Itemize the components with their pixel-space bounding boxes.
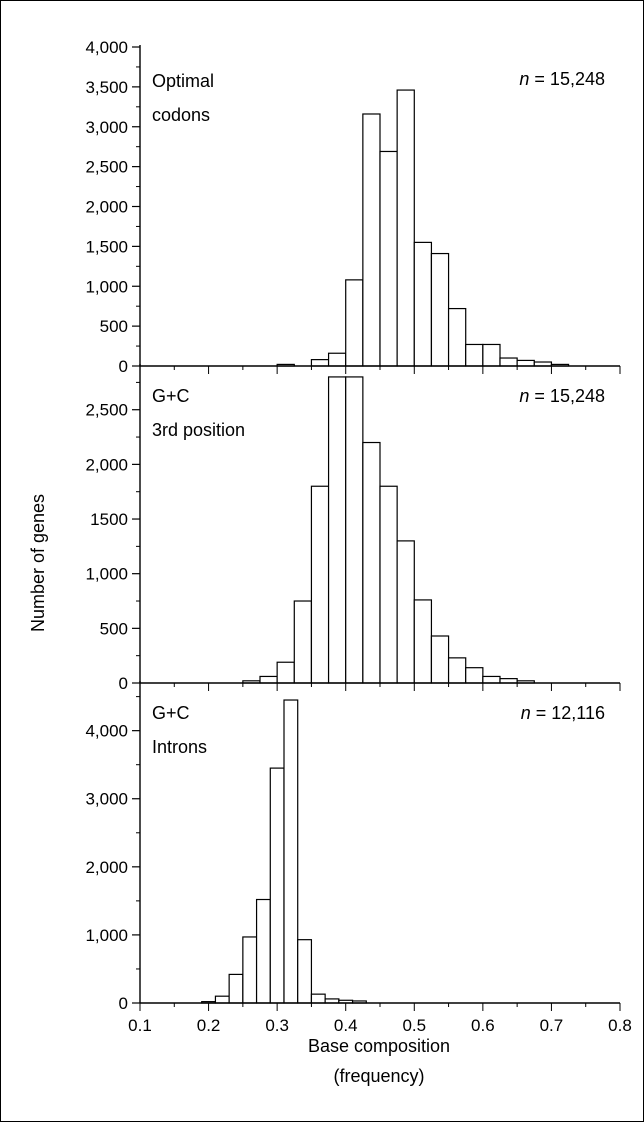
sample-size-annotation: n = 15,248 — [519, 386, 605, 406]
histogram-bar — [276, 661, 295, 684]
y-tick-label: 4,000 — [85, 38, 128, 57]
y-axis-title: Number of genes — [28, 494, 48, 632]
histogram-bar — [413, 599, 433, 684]
panel-label-line: G+C — [152, 386, 190, 406]
panel-label-line: Introns — [152, 737, 207, 757]
histogram-bar — [396, 89, 415, 367]
y-tick-label: 2,500 — [85, 158, 128, 177]
histogram-bar — [447, 657, 467, 684]
y-tick-label: 1,000 — [85, 565, 128, 584]
y-tick-label: 0 — [119, 674, 128, 693]
y-tick-label: 3,000 — [85, 790, 128, 809]
y-tick-label: 1,000 — [85, 926, 128, 945]
panel-label-line: G+C — [152, 703, 190, 723]
histogram-bar — [482, 675, 501, 684]
x-tick-label: 0.6 — [471, 1016, 495, 1035]
histogram-bar — [430, 635, 450, 684]
histogram-bar — [396, 540, 415, 684]
y-tick-label: 1,500 — [85, 237, 128, 256]
y-tick-label: 4,000 — [85, 722, 128, 741]
y-tick-label: 0 — [119, 994, 128, 1013]
chart-panel-3: 0 1,000 2,000 3,000 4,000 0.1 0.2 0.3 0.4 0.5 0.6 0… — [85, 681, 632, 1035]
y-tick-label: 1500 — [90, 510, 128, 529]
histogram-bar — [379, 150, 398, 367]
histogram-bar — [345, 376, 364, 684]
histogram-bar — [499, 357, 518, 367]
histogram-bar — [413, 241, 433, 367]
histogram-bar — [327, 352, 347, 367]
panel-label-line: 3rd position — [152, 420, 245, 440]
y-tick-label: 0 — [119, 357, 128, 376]
histogram-bar — [430, 252, 450, 367]
histogram-bar — [255, 898, 271, 1004]
x-tick-label: 0.4 — [334, 1016, 358, 1035]
histogram-bar — [297, 939, 313, 1004]
y-tick-label: 500 — [100, 619, 128, 638]
y-tick-label: 500 — [100, 317, 128, 336]
y-tick-label: 3,500 — [85, 78, 128, 97]
chart-panel-1: 0 500 1,000 1,500 2,000 2,500 3,000 3,500 4,000 O… — [85, 38, 621, 376]
histogram-bar — [293, 600, 313, 684]
x-tick-label: 0.2 — [197, 1016, 221, 1035]
x-axis-title: Base composition — [308, 1036, 450, 1056]
y-tick-label: 1,000 — [85, 277, 128, 296]
y-tick-label: 2,000 — [85, 858, 128, 877]
sample-size-annotation: n = 15,248 — [519, 69, 605, 89]
histogram-bar — [465, 667, 484, 684]
y-tick-label: 2,000 — [85, 455, 128, 474]
sample-size-annotation: n = 12,116 — [521, 703, 605, 723]
histogram-bar — [310, 485, 330, 684]
x-tick-label: 0.3 — [265, 1016, 289, 1035]
panel-label-line: Optimal — [152, 71, 214, 91]
x-tick-label: 0.8 — [608, 1016, 632, 1035]
histogram-bar — [242, 936, 258, 1004]
chart-panels: 0 500 1,000 1,500 2,000 2,500 3,000 3,500 4,000 O… — [85, 38, 631, 1035]
x-tick-label: 0.7 — [540, 1016, 564, 1035]
x-tick-label: 0.5 — [402, 1016, 426, 1035]
y-tick-label: 2,500 — [85, 401, 128, 420]
x-tick-label: 0.1 — [128, 1016, 152, 1035]
chart-panel-2: 0 500 1,000 1500 2,000 2,500 G+C 3rd position n … — [85, 364, 621, 693]
histogram-bar — [345, 279, 364, 367]
histogram-bar — [362, 113, 381, 367]
histogram-bar — [310, 993, 326, 1004]
histogram-bar — [214, 995, 230, 1004]
histogram-bar — [362, 441, 381, 684]
histogram-bar — [516, 359, 535, 367]
histogram-bar — [379, 485, 398, 684]
histogram-bar — [327, 376, 347, 684]
y-tick-label: 2,000 — [85, 198, 128, 217]
histogram-bar — [310, 359, 330, 367]
histogram-bar — [283, 699, 299, 1004]
panel-label-line: codons — [152, 105, 210, 125]
histogram-bar — [482, 343, 501, 367]
histogram-bar — [228, 973, 244, 1004]
histogram-bar — [259, 675, 278, 684]
x-axis-title-unit: (frequency) — [333, 1066, 424, 1086]
y-tick-label: 3,000 — [85, 118, 128, 137]
histogram-bar — [447, 307, 467, 367]
histogram-bar — [465, 343, 484, 367]
histogram-bar — [269, 767, 285, 1004]
